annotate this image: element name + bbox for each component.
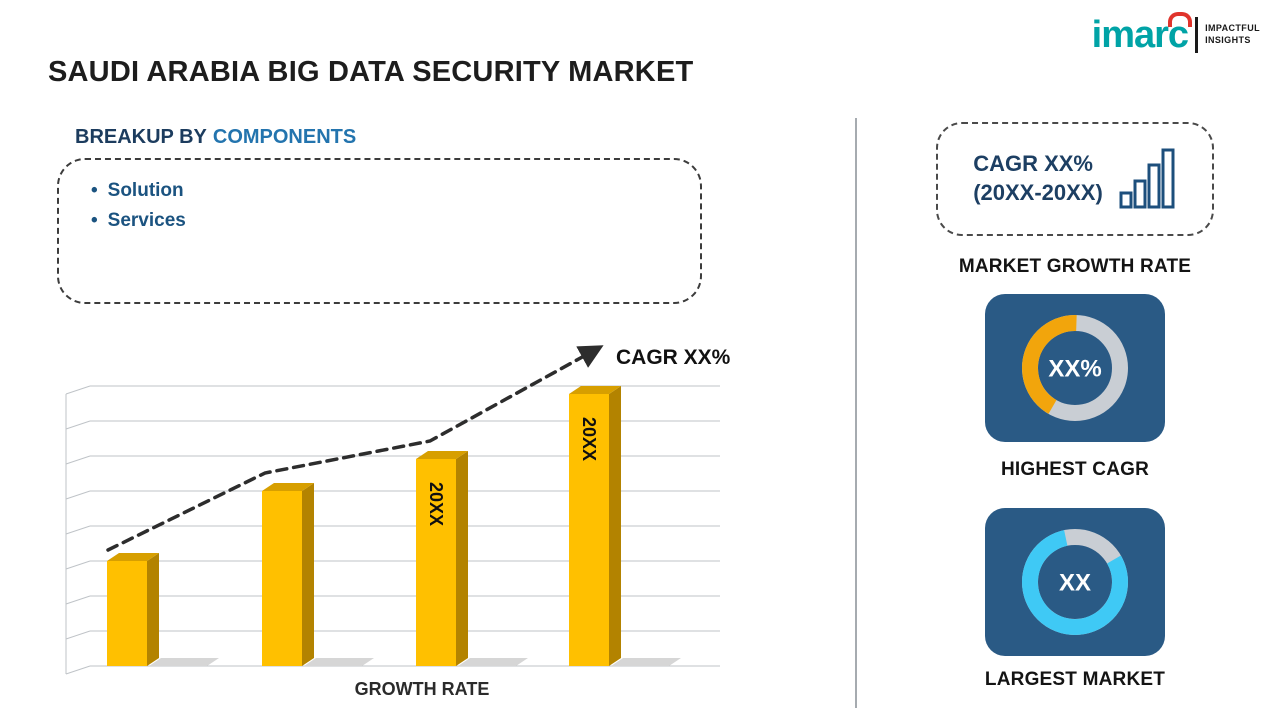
bar-20xx-2 (262, 483, 374, 666)
cagr-trend-arrow (106, 345, 604, 552)
largest-market-tile: XX (985, 508, 1165, 656)
bar-20xx-4: 20XX (569, 386, 681, 666)
bar-chart-icon (1119, 148, 1175, 209)
cagr-card-text: CAGR XX% (20XX-20XX) (973, 150, 1103, 207)
highest-cagr-tile: XX% (985, 294, 1165, 442)
section-divider (855, 118, 857, 708)
logo-tagline: IMPACTFUL INSIGHTS (1205, 22, 1260, 46)
bar-label-4: 20XX (579, 417, 599, 461)
breakup-item-solution: Solution (91, 176, 700, 206)
breakup-heading-prefix: BREAKUP BY (75, 126, 207, 148)
logo-divider (1195, 17, 1199, 53)
imarc-logo: imarc IMPACTFUL INSIGHTS (1092, 12, 1260, 54)
chart-gridlines (65, 385, 720, 675)
logo-tagline-line2: INSIGHTS (1205, 35, 1251, 46)
market-growth-rate-label: MARKET GROWTH RATE (958, 256, 1192, 277)
logo-tagline-line1: IMPACTFUL (1205, 23, 1260, 33)
cagr-card-line1: CAGR XX% (973, 151, 1093, 177)
largest-market-value: XX (1059, 570, 1091, 597)
cagr-card-line2: (20XX-20XX) (973, 180, 1103, 205)
cagr-card: CAGR XX% (20XX-20XX) (936, 122, 1214, 236)
growth-bar-chart: 20XX 20XX CAGR XX% (65, 345, 731, 675)
bar-20xx-1 (107, 553, 219, 666)
breakup-item-services: Services (91, 206, 700, 236)
bar-label-3: 20XX (426, 482, 446, 526)
breakup-components-box: Solution Services (57, 158, 702, 304)
cagr-annotation: CAGR XX% (616, 346, 731, 369)
largest-market-label: LARGEST MARKET (984, 669, 1166, 690)
highest-cagr-value: XX% (1048, 356, 1101, 383)
logo-brand-wrap: imarc (1092, 12, 1193, 54)
bar-20xx-3: 20XX (416, 451, 528, 666)
highest-cagr-donut: XX% (1022, 315, 1128, 421)
page-title: SAUDI ARABIA BIG DATA SECURITY MARKET (48, 56, 694, 88)
largest-market-donut: XX (1022, 529, 1128, 635)
breakup-heading-highlight: COMPONENTS (212, 126, 357, 148)
chart-x-axis-label: GROWTH RATE (354, 679, 490, 699)
highest-cagr-label: HIGHEST CAGR (1000, 459, 1150, 480)
logo-red-arc-icon (1168, 12, 1193, 27)
breakup-heading: BREAKUP BY COMPONENTS (75, 126, 356, 149)
